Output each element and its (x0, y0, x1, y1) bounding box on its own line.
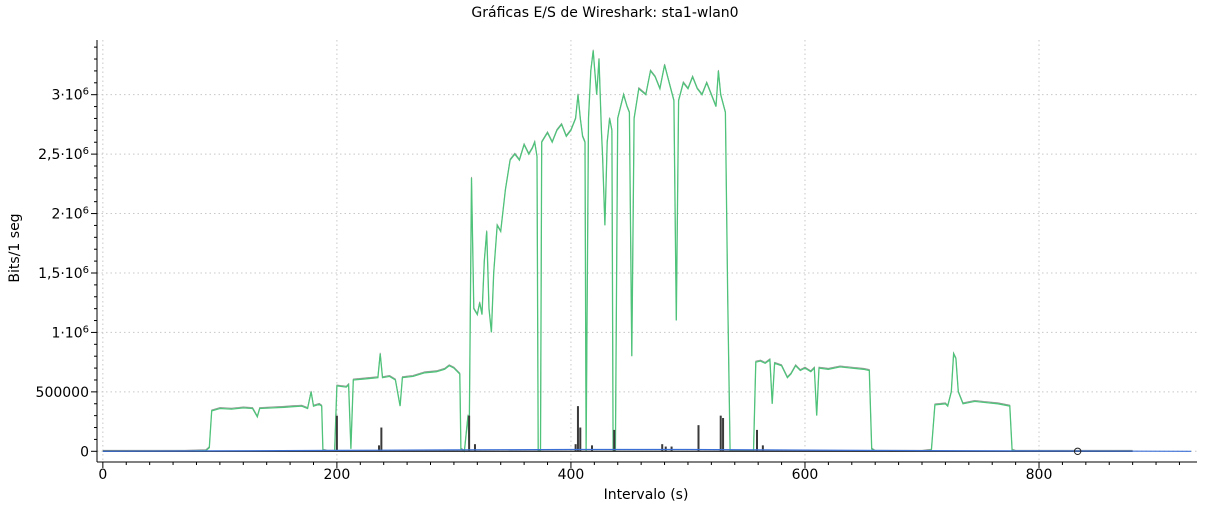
y-tick-label: 1·106 (51, 324, 89, 341)
axes (96, 40, 1197, 463)
series-line-3 (102, 448, 1192, 452)
y-axis-ticks: 0 500000 1·106 1,5·106 2·106 2,5·106 3·106 (36, 46, 97, 460)
chart-title: Gráficas E/S de Wireshark: sta1-wlan0 (471, 5, 738, 21)
series-line-1 (102, 50, 1133, 453)
x-tick-label: 800 (1026, 467, 1053, 483)
x-axis-ticks: 0 200 400 600 800 (98, 462, 1180, 483)
series-outline (102, 49, 1133, 452)
y-tick-label: 0 (80, 444, 89, 460)
y-tick-label: 3·106 (51, 87, 89, 104)
cursor-marker (1073, 447, 1082, 456)
x-axis-label: Intervalo (s) (604, 487, 689, 503)
y-tick-label: 2,5·106 (38, 146, 89, 163)
y-axis-label: Bits/1 seg (7, 213, 23, 282)
y-tick-label: 1,5·106 (38, 265, 89, 282)
x-tick-label: 200 (324, 467, 351, 483)
y-tick-label: 2·106 (51, 206, 89, 223)
plot-series (102, 49, 1192, 456)
y-tick-label: 500000 (36, 385, 89, 401)
x-tick-label: 600 (792, 467, 819, 483)
grid-lines (97, 40, 1197, 462)
x-tick-label: 0 (98, 467, 107, 483)
x-tick-label: 400 (558, 467, 585, 483)
